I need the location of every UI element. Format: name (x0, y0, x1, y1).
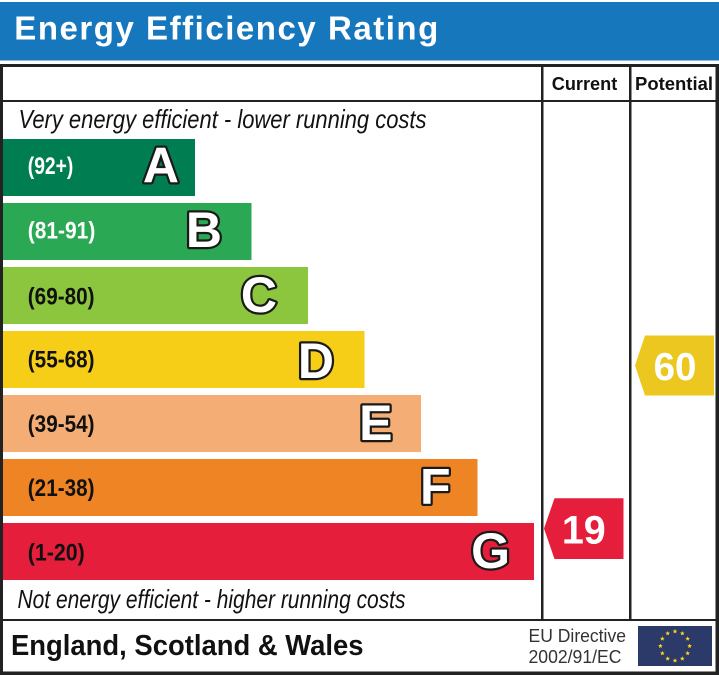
svg-text:Potential: Potential (635, 74, 713, 94)
svg-text:(21-38): (21-38) (28, 475, 95, 502)
svg-text:(92+): (92+) (28, 153, 74, 180)
svg-text:2002/91/EC: 2002/91/EC (529, 647, 622, 667)
svg-text:England, Scotland & Wales: England, Scotland & Wales (11, 630, 364, 662)
svg-text:(81-91): (81-91) (28, 217, 96, 244)
svg-text:B: B (186, 202, 222, 258)
svg-text:EU Directive: EU Directive (529, 626, 627, 646)
svg-text:Very energy efficient - lower: Very energy efficient - lower running co… (19, 104, 427, 134)
svg-text:G: G (471, 523, 510, 579)
svg-text:E: E (359, 395, 392, 451)
svg-text:A: A (143, 138, 179, 194)
svg-text:Current: Current (552, 74, 618, 94)
svg-text:(69-80): (69-80) (28, 283, 95, 310)
svg-text:19: 19 (562, 508, 606, 552)
svg-text:Not energy efficient - higher: Not energy efficient - higher running co… (18, 584, 406, 614)
svg-text:60: 60 (654, 346, 697, 389)
svg-text:C: C (241, 267, 277, 323)
svg-text:Energy Efficiency Rating: Energy Efficiency Rating (14, 9, 438, 46)
svg-text:F: F (420, 459, 451, 515)
svg-text:(55-68): (55-68) (28, 346, 95, 373)
svg-text:(39-54): (39-54) (28, 411, 95, 438)
svg-text:(1-20): (1-20) (28, 540, 85, 567)
svg-text:D: D (298, 333, 334, 389)
